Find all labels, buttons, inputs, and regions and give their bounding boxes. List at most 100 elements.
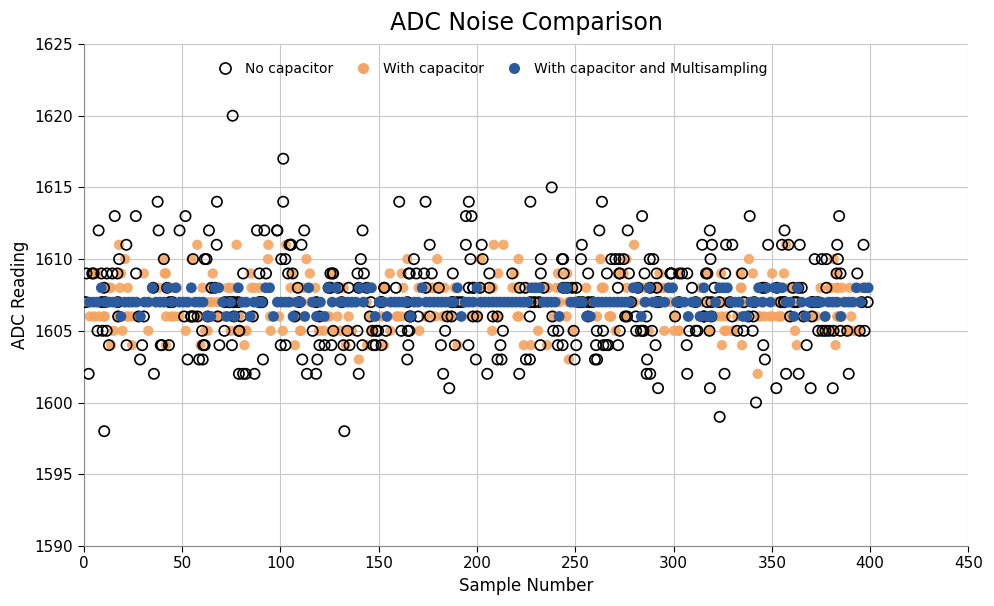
Point <box>697 311 713 321</box>
Point <box>262 326 278 336</box>
Point <box>546 326 562 336</box>
Point <box>96 427 112 436</box>
Point <box>776 225 792 235</box>
Point <box>308 369 324 379</box>
Point <box>853 298 869 307</box>
Point <box>394 326 410 336</box>
Point <box>672 298 688 307</box>
Point <box>776 268 792 278</box>
Point <box>200 326 216 336</box>
Point <box>626 240 642 250</box>
Point <box>251 298 267 307</box>
Point <box>792 240 808 250</box>
Point <box>854 283 870 293</box>
Point <box>822 283 838 293</box>
Point <box>489 355 505 364</box>
Point <box>463 311 479 321</box>
Point <box>109 298 125 307</box>
Point <box>829 311 845 321</box>
Point <box>782 298 798 307</box>
Point <box>734 283 749 293</box>
Point <box>548 298 564 307</box>
Point <box>634 211 650 221</box>
Point <box>378 326 394 336</box>
Point <box>340 298 356 307</box>
Point <box>694 298 710 307</box>
Point <box>718 268 734 278</box>
Point <box>260 255 276 264</box>
Point <box>469 311 485 321</box>
Point <box>441 298 457 307</box>
Point <box>104 268 120 278</box>
Point <box>679 341 695 350</box>
Point <box>202 311 218 321</box>
Point <box>629 283 645 293</box>
Point <box>484 283 500 293</box>
Point <box>828 341 844 350</box>
Point <box>362 311 378 321</box>
Point <box>91 311 107 321</box>
Point <box>440 311 456 321</box>
Point <box>216 311 232 321</box>
Point <box>334 298 350 307</box>
Point <box>754 283 770 293</box>
Point <box>311 311 327 321</box>
Point <box>222 298 238 307</box>
Point <box>374 298 390 307</box>
Point <box>643 283 659 293</box>
Point <box>253 298 269 307</box>
Point <box>402 268 417 278</box>
Point <box>818 311 834 321</box>
Point <box>635 326 651 336</box>
Point <box>136 311 152 321</box>
Point <box>566 298 581 307</box>
Point <box>403 311 418 321</box>
Point <box>352 283 368 293</box>
Point <box>101 298 117 307</box>
Point <box>98 268 114 278</box>
Point <box>222 311 238 321</box>
Point <box>751 311 767 321</box>
Point <box>387 298 403 307</box>
Point <box>778 369 794 379</box>
Point <box>741 255 756 264</box>
Point <box>446 283 462 293</box>
Point <box>702 384 718 393</box>
Point <box>809 298 825 307</box>
Point <box>465 298 481 307</box>
Point <box>168 283 184 293</box>
Point <box>603 311 619 321</box>
Point <box>81 369 96 379</box>
Point <box>356 268 372 278</box>
Point <box>85 298 101 307</box>
Point <box>528 283 544 293</box>
Point <box>540 283 556 293</box>
Point <box>780 298 796 307</box>
Point <box>109 298 125 307</box>
Point <box>653 298 669 307</box>
Point <box>829 298 845 307</box>
Point <box>411 311 426 321</box>
Point <box>118 311 134 321</box>
Point <box>234 298 249 307</box>
Point <box>516 341 532 350</box>
Point <box>217 298 233 307</box>
Point <box>355 225 371 235</box>
Point <box>236 268 251 278</box>
Point <box>445 268 461 278</box>
Point <box>148 298 164 307</box>
Point <box>105 298 121 307</box>
Point <box>579 311 594 321</box>
Point <box>818 283 834 293</box>
Point <box>289 311 305 321</box>
Point <box>756 311 772 321</box>
Point <box>130 311 146 321</box>
Point <box>232 311 248 321</box>
Point <box>704 311 720 321</box>
Point <box>147 298 163 307</box>
Point <box>746 298 761 307</box>
Point <box>750 283 766 293</box>
Point <box>671 298 687 307</box>
Point <box>426 298 442 307</box>
Point <box>617 311 633 321</box>
